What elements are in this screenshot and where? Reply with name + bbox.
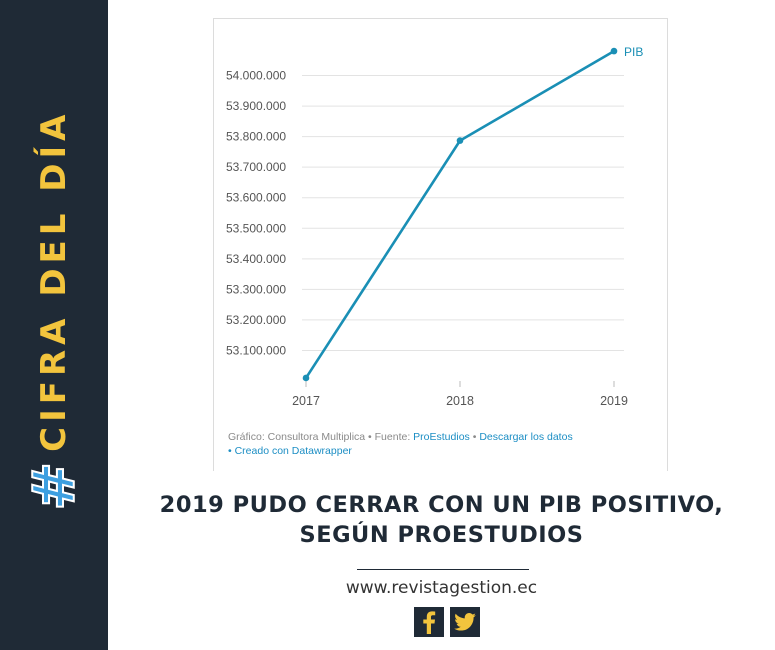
y-tick-label: 53.800.000	[226, 130, 286, 144]
y-tick-label: 53.500.000	[226, 221, 286, 235]
data-point	[302, 374, 310, 382]
x-tick-label: 2018	[446, 394, 474, 408]
sidebar-label: CIFRA DEL DÍA	[34, 109, 74, 452]
y-tick-label: 54.000.000	[226, 69, 286, 83]
credits-prefix: Gráfico: Consultora Multiplica • Fuente:	[228, 431, 414, 443]
hashtag-icon: #	[19, 461, 89, 512]
headline-line-1: 2019 PUDO CERRAR CON UN PIB POSITIVO,	[159, 492, 724, 518]
y-tick-label: 53.700.000	[226, 160, 286, 174]
x-tick-label: 2019	[600, 394, 628, 408]
line-chart: 53.100.000 53.200.000 53.300.000 53.400.000…	[226, 45, 643, 408]
y-tick-label: 53.100.000	[226, 343, 286, 357]
data-point	[456, 137, 464, 144]
sidebar: # CIFRA DEL DÍA	[0, 0, 108, 650]
data-point	[610, 47, 618, 55]
chart-frame: 53.100.000 53.200.000 53.300.000 53.400.000…	[213, 18, 668, 471]
headline-line-2: SEGÚN PROESTUDIOS	[299, 522, 584, 548]
credits-separator: •	[469, 431, 480, 443]
divider	[357, 569, 529, 570]
y-tick-label: 53.900.000	[226, 99, 286, 113]
website-link[interactable]: www.revistagestion.ec	[345, 578, 538, 598]
chart-credits: Gráfico: Consultora Multiplica • Fuente:…	[228, 430, 628, 458]
y-tick-label: 53.400.000	[226, 252, 286, 266]
y-tick-label: 53.200.000	[226, 313, 286, 327]
y-tick-label: 53.300.000	[226, 282, 286, 296]
series-line-pib	[304, 49, 615, 379]
twitter-button[interactable]	[450, 607, 480, 637]
y-tick-label: 53.600.000	[226, 191, 286, 205]
headline: 2019 PUDO CERRAR CON UN PIB POSITIVO, SE…	[108, 490, 775, 550]
twitter-icon	[454, 613, 476, 631]
series-label: PIB	[624, 45, 643, 59]
sidebar-title: # CIFRA DEL DÍA	[19, 109, 89, 512]
source-link[interactable]: ProEstudios	[413, 431, 470, 443]
facebook-icon	[423, 611, 436, 634]
datawrapper-link[interactable]: • Creado con Datawrapper	[228, 445, 352, 457]
download-data-link[interactable]: Descargar los datos	[479, 431, 573, 443]
facebook-button[interactable]	[414, 607, 444, 637]
x-tick-label: 2017	[292, 394, 320, 408]
